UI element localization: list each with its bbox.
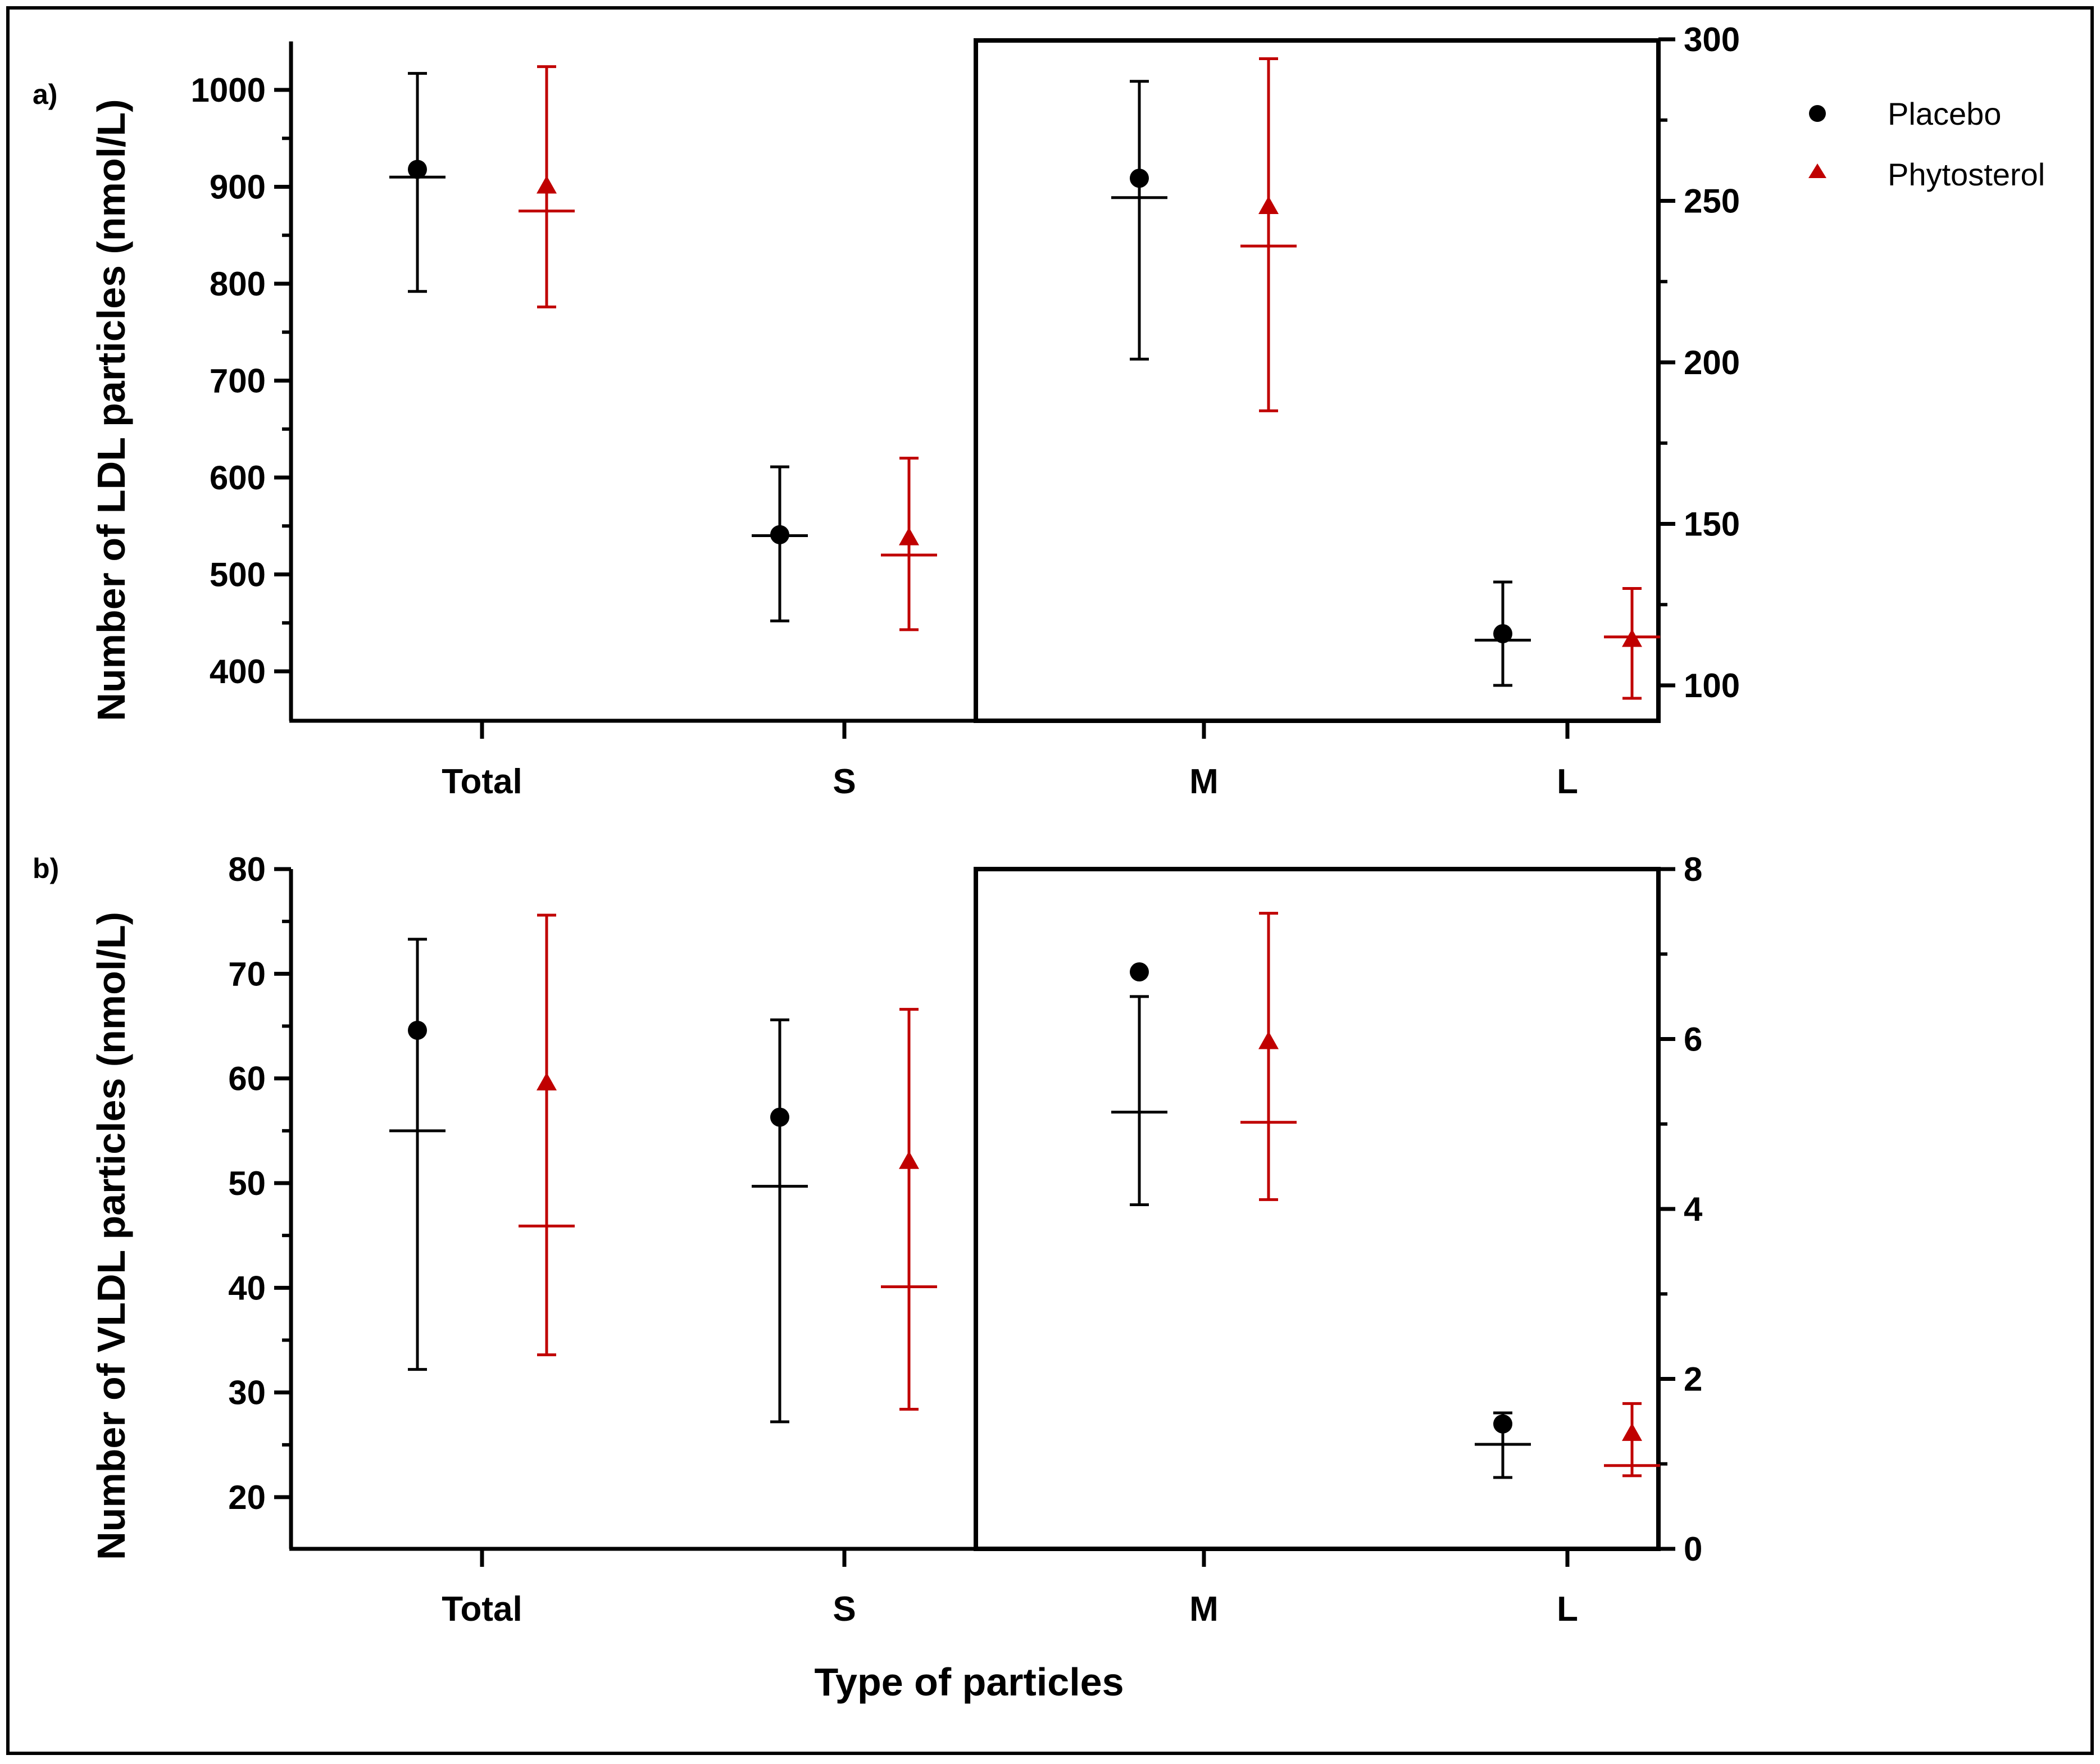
panel-b-placebo-m-mean-marker (1130, 962, 1149, 982)
panel-b-category-label-l: L (1557, 1590, 1578, 1629)
panel-b-left-tick-label: 60 (228, 1060, 266, 1098)
figure-border (6, 6, 2094, 1755)
panel-b-left-tick-label: 20 (228, 1479, 266, 1516)
panel-b-category-label-total: Total (442, 1590, 522, 1629)
panel-b-placebo-l-mean-marker (1493, 1414, 1512, 1434)
panel-b-category-label-m: M (1189, 1590, 1219, 1629)
panel-a-left-tick-label: 400 (210, 653, 266, 690)
legend-phytosterol-marker (1808, 163, 1826, 178)
panel-a-category-label-l: L (1557, 762, 1578, 801)
panel-a-label: a) (33, 79, 57, 110)
panel-b-placebo-total-mean-marker (408, 1020, 427, 1040)
panel-b-right-tick-label: 2 (1684, 1361, 1702, 1398)
panel-b-phytosterol-total-mean-marker (537, 1072, 557, 1090)
panel-b-phytosterol-s-mean-marker (899, 1151, 919, 1169)
panel-a-category-label-s: S (833, 762, 856, 801)
panel-b-right-tick-label: 4 (1684, 1190, 1703, 1228)
panel-a-category-label-m: M (1189, 762, 1219, 801)
panel-a-inset-frame (974, 38, 1661, 723)
legend-placebo-marker (1809, 105, 1826, 122)
panel-a-left-tick-label: 800 (210, 265, 266, 303)
panel-a-placebo-total-mean-marker (408, 160, 427, 179)
panel-b-left-tick-label: 70 (228, 955, 266, 993)
panel-a-left-tick-label: 900 (210, 169, 266, 206)
panel-b-left-tick-label: 50 (228, 1165, 266, 1202)
panel-a-phytosterol-l-mean-marker (1622, 629, 1642, 647)
panel-a-left-tick-label: 700 (210, 362, 266, 400)
legend-placebo-label: Placebo (1888, 96, 2001, 131)
panel-a-left-tick-label: 600 (210, 459, 266, 497)
panel-b-right-tick-label: 6 (1684, 1021, 1702, 1058)
panel-a-left-tick-label: 1000 (191, 71, 266, 109)
panel-a-placebo-m-mean-marker (1130, 169, 1149, 188)
panel-b-right-tick-label: 8 (1684, 851, 1702, 888)
panel-a-category-label-total: Total (442, 762, 522, 801)
panel-b-phytosterol-l-mean-marker (1622, 1422, 1642, 1441)
panel-b-inset-frame (974, 867, 1661, 1551)
legend: Placebo Phytosterol (1808, 96, 2045, 192)
panel-b-right-tick-label: 0 (1684, 1530, 1702, 1568)
legend-phytosterol-label: Phytosterol (1888, 157, 2045, 192)
panel-a-phytosterol-m-mean-marker (1258, 196, 1279, 214)
panel-a-left-tick-label: 500 (210, 556, 266, 594)
panel-b-left-tick-label: 80 (228, 851, 266, 888)
panel-a-right-tick-label: 200 (1684, 344, 1740, 381)
panel-a-right-tick-label: 150 (1684, 506, 1740, 543)
panel-a-right-tick-label: 300 (1684, 21, 1740, 58)
panel-b-left-tick-label: 40 (228, 1269, 266, 1307)
panel-b-category-label-s: S (833, 1590, 856, 1629)
panel-b-xlabel: Type of particles (814, 1660, 1124, 1704)
panel-a-placebo-l-mean-marker (1493, 624, 1512, 643)
panel-b-placebo-s-mean-marker (770, 1107, 789, 1127)
panel-a-placebo-s-mean-marker (770, 525, 789, 544)
panel-b-phytosterol-m-mean-marker (1258, 1031, 1279, 1049)
panel-b-label: b) (33, 853, 59, 884)
panel-b: 20 30 40 50 60 70 80 0 2 4 6 8 Total S M L (228, 851, 1703, 1629)
panel-b-left-tick-label: 30 (228, 1374, 266, 1412)
panel-a-phytosterol-s-mean-marker (899, 527, 919, 545)
panel-a-phytosterol-total-mean-marker (537, 175, 557, 194)
panel-a: 400 500 600 700 800 900 1000 100 150 200 250 300 Tot… (191, 21, 1740, 801)
panel-a-right-tick-label: 250 (1684, 183, 1740, 220)
panel-b-ylabel: Number of VLDL particles (nmol/L) (89, 912, 133, 1560)
panel-a-ylabel: Number of LDL particles (nmol/L) (89, 99, 133, 721)
panel-a-right-tick-label: 100 (1684, 667, 1740, 704)
